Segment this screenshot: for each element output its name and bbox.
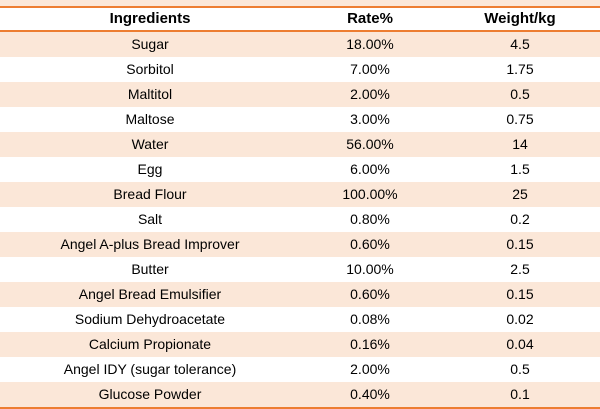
top-strip	[0, 0, 600, 6]
cell-rate: 7.00%	[350, 61, 390, 77]
table-row: Sodium Dehydroacetate 0.08% 0.02	[0, 307, 600, 332]
cell-ingredient: Angel IDY (sugar tolerance)	[63, 361, 237, 377]
table-body: Sugar 18.00% 4.5 Sorbitol 7.00% 1.75 Maltitol 2…	[0, 32, 600, 407]
table-row: Angel Bread Emulsifier 0.60% 0.15	[0, 282, 600, 307]
cell-ingredient: Sorbitol	[126, 61, 174, 77]
cell-rate: 0.40%	[350, 386, 390, 402]
cell-weight: 4.5	[510, 36, 530, 52]
cell-rate: 100.00%	[342, 186, 398, 202]
cell-ingredient: Water	[131, 136, 169, 152]
cell-weight: 0.1	[510, 386, 530, 402]
header-border	[0, 30, 600, 32]
cell-ingredient: Sugar	[131, 36, 169, 52]
cell-weight: 25	[512, 186, 528, 202]
table-row: Maltose 3.00% 0.75	[0, 107, 600, 132]
table-row: Egg 6.00% 1.5	[0, 157, 600, 182]
cell-ingredient: Angel A-plus Bread Improver	[60, 236, 240, 252]
table-header-row: Ingredients Rate% Weight/kg	[0, 8, 600, 30]
cell-ingredient: Salt	[137, 211, 163, 227]
cell-ingredient: Butter	[131, 261, 169, 277]
table-row: Maltitol 2.00% 0.5	[0, 82, 600, 107]
cell-weight: 0.15	[506, 236, 534, 252]
cell-weight: 1.5	[510, 161, 530, 177]
cell-weight: 0.2	[510, 211, 530, 227]
cell-weight: 0.02	[506, 311, 534, 327]
cell-rate: 0.08%	[350, 311, 390, 327]
cell-rate: 6.00%	[350, 161, 390, 177]
cell-ingredient: Sodium Dehydroacetate	[74, 311, 226, 327]
cell-ingredient: Bread Flour	[113, 186, 187, 202]
table-row: Calcium Propionate 0.16% 0.04	[0, 332, 600, 357]
cell-weight: 0.04	[506, 336, 534, 352]
table-row: Sugar 18.00% 4.5	[0, 32, 600, 57]
cell-weight: 0.15	[506, 286, 534, 302]
cell-ingredient: Glucose Powder	[98, 386, 202, 402]
column-header-ingredients: Ingredients	[109, 10, 191, 27]
cell-ingredient: Maltitol	[127, 86, 173, 102]
table-row: Bread Flour 100.00% 25	[0, 182, 600, 207]
cell-weight: 2.5	[510, 261, 530, 277]
cell-rate: 10.00%	[346, 261, 394, 277]
column-header-weight: Weight/kg	[484, 10, 556, 27]
cell-ingredient: Egg	[137, 161, 163, 177]
cell-weight: 0.5	[510, 361, 530, 377]
cell-weight: 14	[512, 136, 528, 152]
cell-rate: 2.00%	[350, 86, 390, 102]
cell-rate: 56.00%	[346, 136, 394, 152]
cell-rate: 0.60%	[350, 236, 390, 252]
cell-ingredient: Maltose	[125, 111, 175, 127]
column-header-rate: Rate%	[347, 10, 393, 27]
table-row: Butter 10.00% 2.5	[0, 257, 600, 282]
cell-rate: 18.00%	[346, 36, 394, 52]
table-row: Sorbitol 7.00% 1.75	[0, 57, 600, 82]
cell-weight: 0.5	[510, 86, 530, 102]
cell-rate: 0.60%	[350, 286, 390, 302]
table-row: Angel A-plus Bread Improver 0.60% 0.15	[0, 232, 600, 257]
cell-weight: 1.75	[506, 61, 534, 77]
cell-ingredient: Calcium Propionate	[88, 336, 212, 352]
cell-rate: 2.00%	[350, 361, 390, 377]
top-border	[0, 6, 600, 8]
cell-rate: 0.80%	[350, 211, 390, 227]
cell-ingredient: Angel Bread Emulsifier	[78, 286, 222, 302]
table-row: Water 56.00% 14	[0, 132, 600, 157]
table-row: Salt 0.80% 0.2	[0, 207, 600, 232]
table-row: Angel IDY (sugar tolerance) 2.00% 0.5	[0, 357, 600, 382]
cell-rate: 0.16%	[350, 336, 390, 352]
table-row: Glucose Powder 0.40% 0.1	[0, 382, 600, 407]
bottom-border	[0, 407, 600, 409]
cell-weight: 0.75	[506, 111, 534, 127]
cell-rate: 3.00%	[350, 111, 390, 127]
